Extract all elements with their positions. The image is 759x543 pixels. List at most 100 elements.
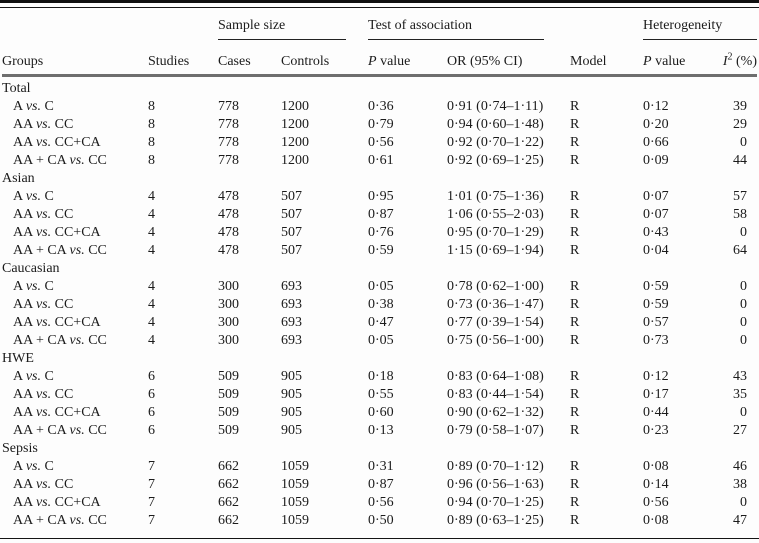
group-row: Asian bbox=[2, 170, 757, 188]
i2-cell: 29 bbox=[733, 117, 747, 132]
controls-cell: 1059 bbox=[281, 495, 309, 510]
comparison-allele-a: AA + CA bbox=[13, 513, 70, 528]
controls-cell: 693 bbox=[281, 279, 302, 294]
group-row: Caucasian bbox=[2, 260, 757, 278]
model-cell: R bbox=[570, 459, 580, 474]
vs-label: vs. bbox=[35, 225, 52, 240]
comparison-allele-b: CC bbox=[51, 117, 74, 132]
comparison-cell: A vs. C bbox=[2, 98, 148, 116]
studies-cell: 4 bbox=[148, 225, 155, 240]
or-ci-cell: 0·75 (0·56–1·00) bbox=[447, 333, 544, 348]
studies-cell: 8 bbox=[148, 99, 155, 114]
cases-cell: 662 bbox=[218, 495, 239, 510]
het-p-value-cell: 0·14 bbox=[643, 477, 669, 492]
studies-cell: 7 bbox=[148, 477, 155, 492]
group-label: Asian bbox=[2, 171, 35, 186]
vs-label: vs. bbox=[35, 315, 52, 330]
cases-cell: 509 bbox=[218, 405, 239, 420]
p-rest: value bbox=[376, 54, 411, 69]
or-ci-cell: 0·77 (0·39–1·54) bbox=[447, 315, 544, 330]
group-label: Sepsis bbox=[2, 441, 38, 456]
cases-cell: 778 bbox=[218, 135, 239, 150]
vs-label: vs. bbox=[69, 243, 85, 258]
comparison-allele-b: CC bbox=[51, 477, 74, 492]
cases-cell: 300 bbox=[218, 279, 239, 294]
comparison-allele-b: CC+CA bbox=[51, 315, 101, 330]
p-rest: value bbox=[651, 54, 686, 69]
data-row: AA + CA vs. CC 7 662 1059 0·50 0·89 (0·63–1·2… bbox=[2, 512, 757, 530]
comparison-cell: AA vs. CC bbox=[2, 116, 148, 134]
comparison-allele-a: AA + CA bbox=[13, 333, 70, 348]
het-p-value-cell: 0·12 bbox=[643, 369, 669, 384]
p-value-cell: 0·31 bbox=[368, 459, 394, 474]
data-row: AA vs. CC 8 778 1200 0·79 0·94 (0·60–1·48) R 0·… bbox=[2, 116, 757, 134]
cases-cell: 509 bbox=[218, 369, 239, 384]
i2-cell: 38 bbox=[733, 477, 747, 492]
or-ci-cell: 1·01 (0·75–1·36) bbox=[447, 189, 544, 204]
studies-cell: 6 bbox=[148, 423, 155, 438]
het-p-value-cell: 0·59 bbox=[643, 279, 669, 294]
comparison-cell: AA + CA vs. CC bbox=[2, 332, 148, 350]
data-row: A vs. C 4 300 693 0·05 0·78 (0·62–1·00) R 0·59 0 bbox=[2, 278, 757, 296]
model-cell: R bbox=[570, 99, 580, 114]
p-value-cell: 0·76 bbox=[368, 225, 394, 240]
model-cell: R bbox=[570, 387, 580, 402]
studies-cell: 4 bbox=[148, 297, 155, 312]
comparison-cell: AA + CA vs. CC bbox=[2, 422, 148, 440]
data-row: AA vs. CC 6 509 905 0·55 0·83 (0·44–1·54) R 0·1… bbox=[2, 386, 757, 404]
cases-cell: 509 bbox=[218, 387, 239, 402]
het-p-value-cell: 0·12 bbox=[643, 99, 669, 114]
data-row: AA + CA vs. CC 6 509 905 0·13 0·79 (0·58–1·07… bbox=[2, 422, 757, 440]
comparison-allele-a: AA bbox=[13, 207, 36, 222]
test-of-association-label: Test of association bbox=[368, 18, 544, 40]
comparison-allele-b: C bbox=[41, 189, 54, 204]
heterogeneity-label: Heterogeneity bbox=[643, 18, 757, 40]
studies-cell: 7 bbox=[148, 495, 155, 510]
i2-cell: 0 bbox=[740, 405, 747, 420]
controls-cell: 1059 bbox=[281, 477, 309, 492]
p-value-cell: 0·59 bbox=[368, 243, 394, 258]
controls-cell: 1200 bbox=[281, 135, 309, 150]
i2-cell: 0 bbox=[740, 333, 747, 348]
het-p-value-cell: 0·23 bbox=[643, 423, 669, 438]
p-value-cell: 0·60 bbox=[368, 405, 394, 420]
comparison-allele-a: AA bbox=[13, 135, 36, 150]
model-cell: R bbox=[570, 369, 580, 384]
vs-label: vs. bbox=[25, 189, 42, 204]
sample-size-label: Sample size bbox=[218, 18, 346, 40]
vs-label: vs. bbox=[35, 477, 52, 492]
comparison-allele-a: A bbox=[13, 459, 26, 474]
comparison-cell: A vs. C bbox=[2, 368, 148, 386]
table-bottom-rule bbox=[0, 538, 759, 543]
i2-cell: 27 bbox=[733, 423, 747, 438]
comparison-allele-b: CC bbox=[84, 153, 107, 168]
or-ci-cell: 0·91 (0·74–1·11) bbox=[447, 99, 544, 114]
comparison-allele-a: A bbox=[13, 279, 26, 294]
studies-cell: 8 bbox=[148, 135, 155, 150]
cases-cell: 509 bbox=[218, 423, 239, 438]
p-value-cell: 0·56 bbox=[368, 495, 394, 510]
het-p-value-cell: 0·73 bbox=[643, 333, 669, 348]
comparison-allele-b: CC bbox=[51, 207, 74, 222]
comparison-cell: AA vs. CC+CA bbox=[2, 224, 148, 242]
het-p-value-cell: 0·66 bbox=[643, 135, 669, 150]
cases-cell: 478 bbox=[218, 189, 239, 204]
p-italic: P bbox=[643, 54, 652, 69]
or-ci-cell: 0·79 (0·58–1·07) bbox=[447, 423, 544, 438]
p-value-cell: 0·38 bbox=[368, 297, 394, 312]
i2-cell: 47 bbox=[733, 513, 747, 528]
comparison-cell: A vs. C bbox=[2, 278, 148, 296]
i2-cell: 35 bbox=[733, 387, 747, 402]
controls-cell: 1200 bbox=[281, 99, 309, 114]
data-row: AA vs. CC+CA 4 478 507 0·76 0·95 (0·70–1·29) R… bbox=[2, 224, 757, 242]
comparison-allele-b: CC bbox=[51, 387, 74, 402]
comparison-allele-a: AA + CA bbox=[13, 423, 70, 438]
p-value-cell: 0·61 bbox=[368, 153, 394, 168]
data-row: AA + CA vs. CC 4 300 693 0·05 0·75 (0·56–1·00… bbox=[2, 332, 757, 350]
model-cell: R bbox=[570, 513, 580, 528]
p-value-cell: 0·36 bbox=[368, 99, 394, 114]
comparison-allele-a: AA bbox=[13, 297, 36, 312]
controls-cell: 693 bbox=[281, 333, 302, 348]
col-header-or-ci: OR (95% CI) bbox=[447, 40, 570, 77]
